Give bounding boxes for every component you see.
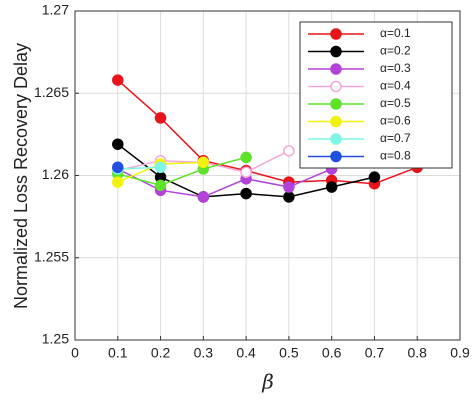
x-tick-label: 0.8 xyxy=(407,345,427,361)
x-tick-label: 0 xyxy=(71,345,79,361)
data-point xyxy=(197,156,210,169)
legend-marker xyxy=(330,98,342,110)
data-point xyxy=(283,181,295,193)
x-axis-label: β xyxy=(261,370,274,394)
data-point xyxy=(283,191,295,203)
data-point xyxy=(154,161,167,174)
x-tick-label: 0.1 xyxy=(108,345,128,361)
data-point xyxy=(112,138,124,150)
series-line xyxy=(117,79,418,185)
data-point xyxy=(283,145,295,157)
legend-marker xyxy=(330,45,342,58)
legend-marker xyxy=(330,80,342,93)
x-tick-label: 0.9 xyxy=(450,345,470,361)
x-tick-label: 0.4 xyxy=(236,345,256,361)
x-tick-label: 0.2 xyxy=(151,345,171,361)
data-point xyxy=(240,166,252,178)
data-point xyxy=(112,176,124,188)
x-tick-label: 0.3 xyxy=(194,345,214,361)
legend: α=0.1 α=0.2 α=0.3 α=0.4 α=0.5 α=0.6 α=0.7 α=0.8 xyxy=(299,21,453,169)
data-point xyxy=(197,191,210,203)
series-line xyxy=(117,168,332,198)
legend-marker xyxy=(330,150,342,163)
legend-marker xyxy=(330,115,342,128)
data-point xyxy=(325,181,338,193)
x-tick-label: 0.5 xyxy=(279,345,299,361)
y-tick-label: 1.25 xyxy=(42,331,69,347)
data-point xyxy=(240,151,252,164)
legend-label: α=0.5 xyxy=(380,96,411,110)
legend-marker xyxy=(330,63,342,75)
legend-marker xyxy=(330,28,342,40)
legend-label: α=0.8 xyxy=(380,149,411,163)
y-axis-label: Normalized Loss Recovery Delay xyxy=(11,43,31,309)
data-point xyxy=(368,171,381,183)
y-tick-label: 1.255 xyxy=(34,248,69,264)
data-point xyxy=(240,187,252,200)
series-line xyxy=(117,156,247,187)
legend-label: α=0.1 xyxy=(380,26,411,40)
legend-label: α=0.6 xyxy=(380,114,411,128)
data-point xyxy=(112,161,124,174)
y-tick-label: 1.26 xyxy=(42,166,69,182)
legend-box xyxy=(299,21,453,169)
legend-label: α=0.7 xyxy=(380,131,411,145)
plot-frame xyxy=(74,10,461,341)
legend-label: α=0.4 xyxy=(380,79,411,93)
x-tick-label: 0.7 xyxy=(365,345,385,361)
y-tick-label: 1.27 xyxy=(42,2,69,18)
series-line xyxy=(117,166,161,170)
legend-label: α=0.3 xyxy=(380,61,411,75)
data-point xyxy=(154,112,167,124)
y-tick-label: 1.265 xyxy=(34,84,69,100)
x-tick-label: 0.6 xyxy=(322,345,342,361)
data-point xyxy=(154,179,167,192)
data-point xyxy=(112,74,124,86)
legend-label: α=0.2 xyxy=(380,44,411,58)
legend-marker xyxy=(330,133,342,145)
